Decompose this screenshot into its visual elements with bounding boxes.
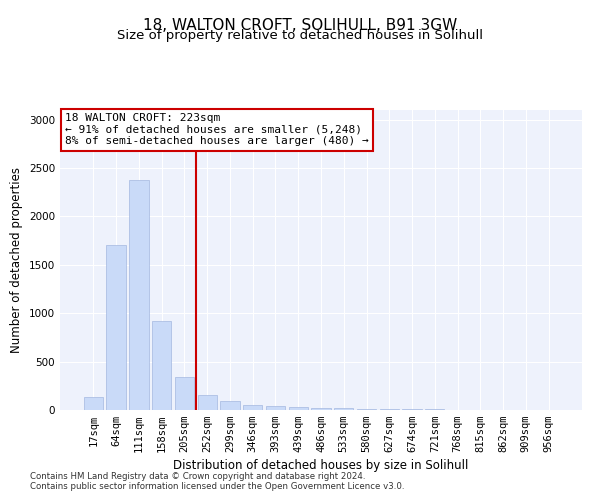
Bar: [357, 408, 376, 410]
Text: Contains public sector information licensed under the Open Government Licence v3: Contains public sector information licen…: [30, 482, 404, 491]
Text: Size of property relative to detached houses in Solihull: Size of property relative to detached ho…: [117, 29, 483, 42]
Bar: [311, 408, 331, 410]
Bar: [152, 321, 172, 410]
Bar: [175, 377, 194, 410]
Text: 18 WALTON CROFT: 223sqm
← 91% of detached houses are smaller (5,248)
8% of semi-: 18 WALTON CROFT: 223sqm ← 91% of detache…: [65, 113, 369, 146]
Text: Contains HM Land Registry data © Crown copyright and database right 2024.: Contains HM Land Registry data © Crown c…: [30, 472, 365, 481]
Bar: [266, 406, 285, 410]
Bar: [84, 398, 103, 410]
Bar: [197, 394, 217, 410]
X-axis label: Distribution of detached houses by size in Solihull: Distribution of detached houses by size …: [173, 460, 469, 472]
Bar: [129, 180, 149, 410]
Bar: [106, 246, 126, 410]
Bar: [334, 408, 353, 410]
Bar: [243, 404, 262, 410]
Y-axis label: Number of detached properties: Number of detached properties: [10, 167, 23, 353]
Bar: [403, 409, 422, 410]
Bar: [289, 407, 308, 410]
Text: 18, WALTON CROFT, SOLIHULL, B91 3GW: 18, WALTON CROFT, SOLIHULL, B91 3GW: [143, 18, 457, 32]
Bar: [220, 401, 239, 410]
Bar: [380, 409, 399, 410]
